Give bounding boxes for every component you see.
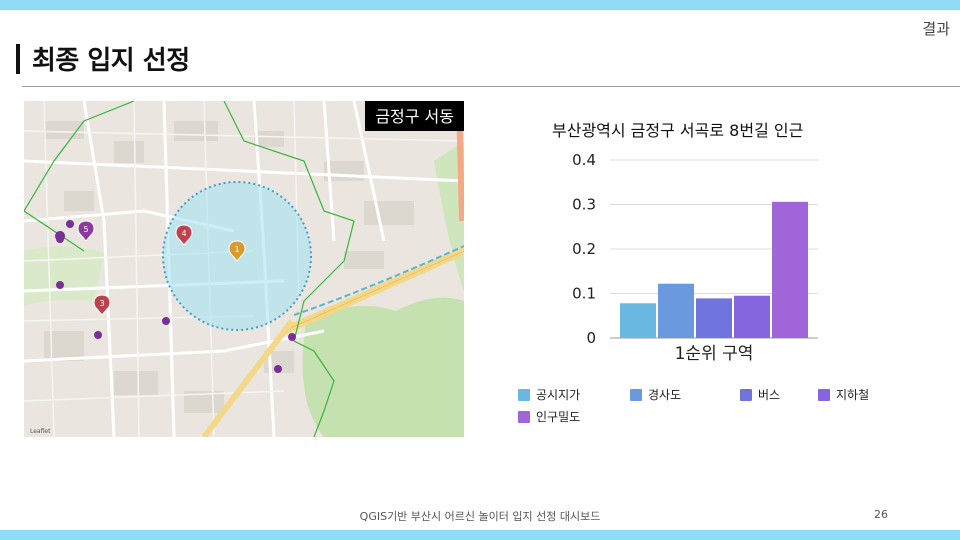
y-tick-label: 0.4 xyxy=(572,151,596,169)
marker-3[interactable]: 3 xyxy=(93,294,111,316)
site-map[interactable]: 1 3 4 5 Leaflet 금정구 서동 xyxy=(24,101,464,437)
page-number: 26 xyxy=(874,508,888,521)
marker-5-label: 5 xyxy=(83,225,88,234)
y-tick-label: 0.1 xyxy=(572,285,596,303)
legend-item[interactable]: 지하철 xyxy=(818,386,869,403)
legend-swatch xyxy=(630,388,642,401)
legend-item[interactable]: 인구밀도 xyxy=(518,408,580,425)
marker-1-label: 1 xyxy=(234,245,239,254)
marker-5[interactable]: 5 xyxy=(77,220,95,242)
chart-title: 부산광역시 금정구 서곡로 8번길 인근 xyxy=(552,121,804,140)
bar-1[interactable] xyxy=(620,303,656,338)
legend-swatch xyxy=(818,388,830,401)
legend-label: 인구밀도 xyxy=(536,410,581,424)
map-attribution: Leaflet xyxy=(30,428,51,435)
y-tick-label: 0.2 xyxy=(572,240,596,258)
slide-title-group: 최종 입지 선정 xyxy=(16,40,190,77)
bottom-accent-bar xyxy=(0,530,960,540)
legend-swatch xyxy=(518,388,530,401)
map-canvas: 1 3 4 5 Leaflet xyxy=(24,101,464,437)
y-tick-label: 0 xyxy=(586,329,596,347)
legend-item[interactable]: 공시지가 xyxy=(518,386,580,403)
map-location-label: 금정구 서동 xyxy=(365,101,464,131)
legend-swatch xyxy=(518,410,530,423)
bar-chart: 0 0.1 0.2 0.3 0.4 1순위 구역 xyxy=(560,146,830,375)
title-accent-bar xyxy=(16,43,20,74)
y-tick-label: 0.3 xyxy=(572,196,596,214)
legend-swatch xyxy=(740,388,752,401)
bar-2[interactable] xyxy=(658,283,694,338)
bar-chart-canvas: 0 0.1 0.2 0.3 0.4 1순위 구역 xyxy=(572,151,818,364)
bar-3[interactable] xyxy=(696,298,732,338)
footer-text: QGIS기반 부산시 어르신 놀이터 입지 선정 대시보드 xyxy=(359,510,601,523)
legend-item[interactable]: 버스 xyxy=(740,386,780,403)
legend-label: 공시지가 xyxy=(536,388,581,402)
title-divider xyxy=(22,86,960,87)
x-category-label: 1순위 구역 xyxy=(675,344,754,364)
legend-item[interactable]: 경사도 xyxy=(630,386,681,403)
section-tag: 결과 xyxy=(922,20,950,38)
marker-4[interactable]: 4 xyxy=(175,224,193,246)
bar-5[interactable] xyxy=(772,201,808,338)
top-accent-bar xyxy=(0,0,960,10)
slide-title: 최종 입지 선정 xyxy=(32,46,190,76)
legend-label: 경사도 xyxy=(648,388,682,402)
legend-label: 지하철 xyxy=(836,388,870,402)
legend-label: 버스 xyxy=(758,388,781,402)
marker-4-label: 4 xyxy=(181,229,186,238)
marker-3-label: 3 xyxy=(99,299,104,308)
marker-1[interactable]: 1 xyxy=(228,240,246,262)
bar-4[interactable] xyxy=(734,295,770,338)
